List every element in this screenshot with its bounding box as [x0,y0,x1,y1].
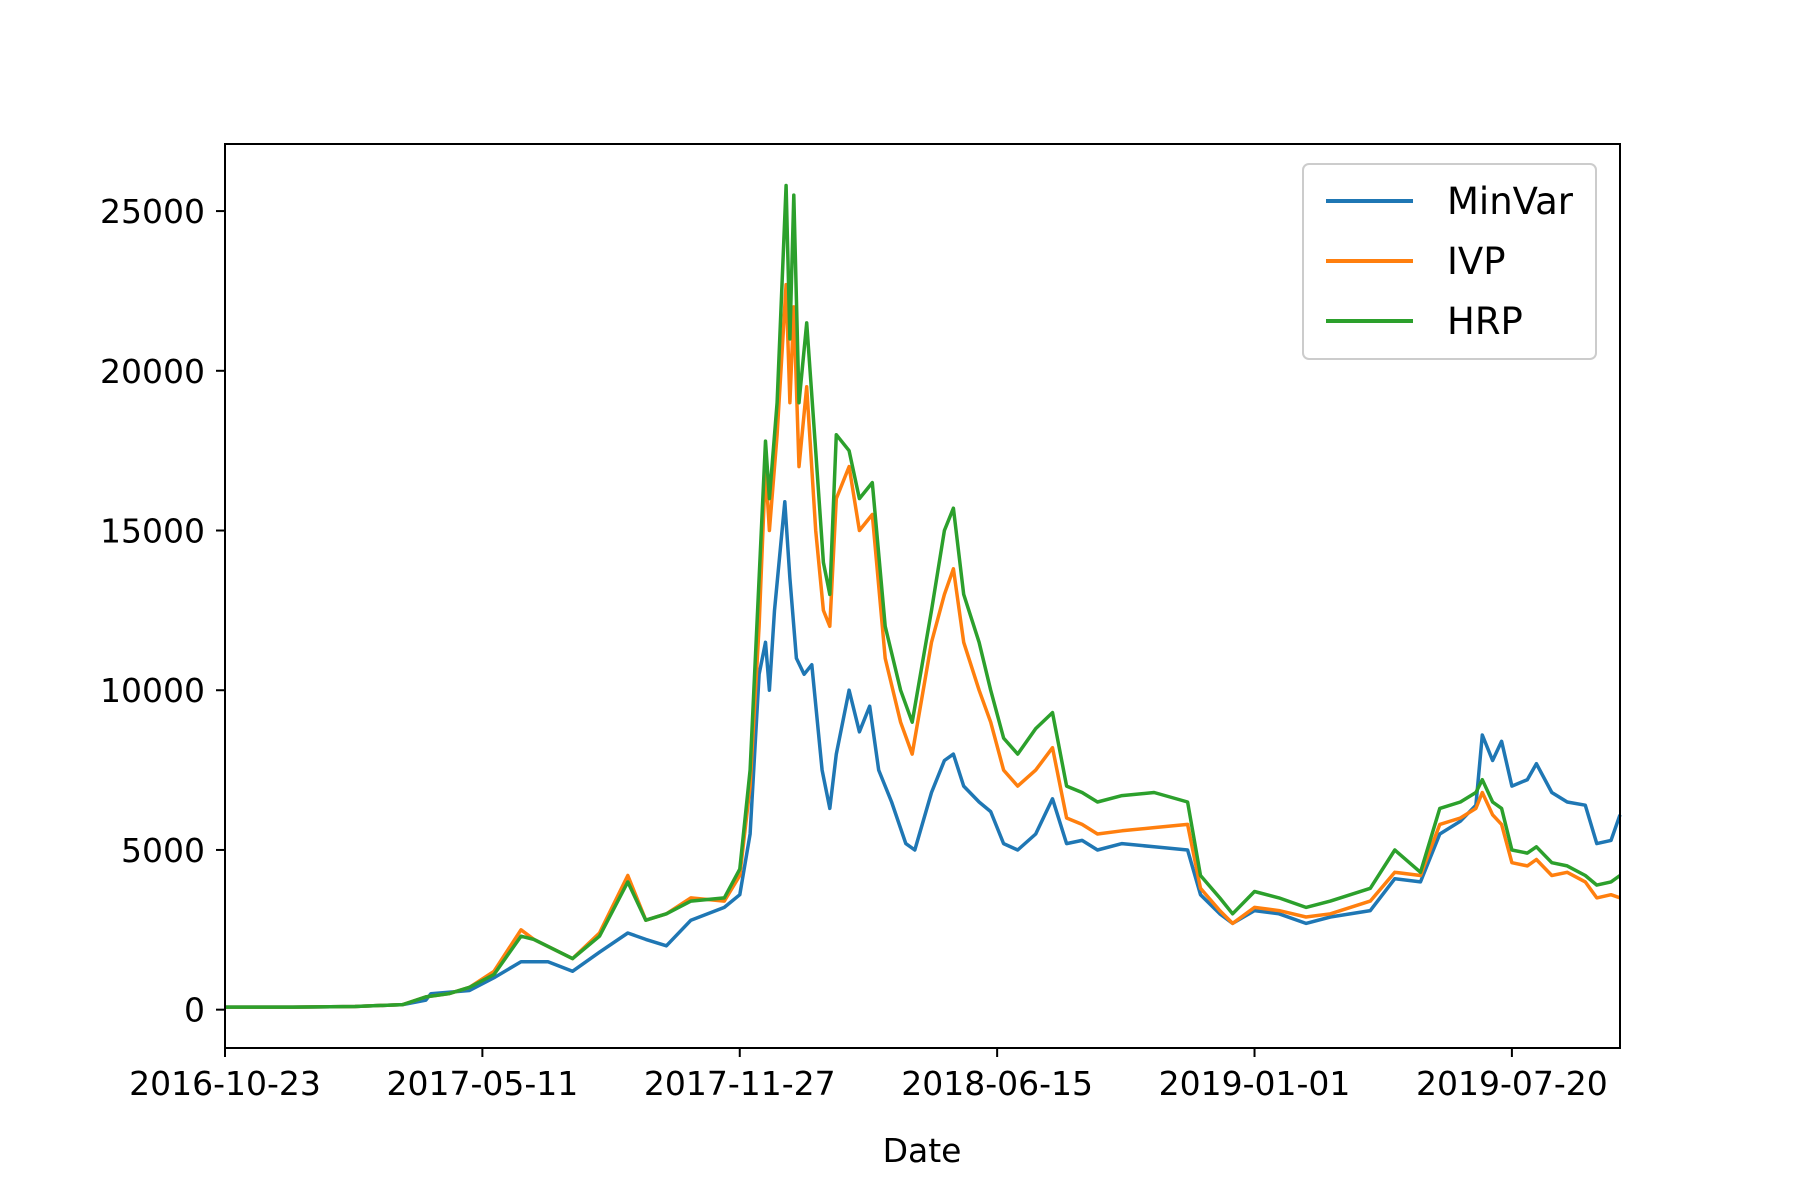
y-tick-label: 5000 [121,831,205,870]
x-tick-label: 2019-01-01 [1159,1064,1351,1103]
x-tick-label: 2019-07-20 [1416,1064,1608,1103]
x-axis: 2016-10-23 2017-05-11 2017-11-27 2018-06-15… [129,1048,1608,1103]
legend-frame [1302,163,1597,360]
x-tick-label: 2016-10-23 [129,1064,321,1103]
y-axis: 0 5000 10000 15000 20000 25000 [100,192,225,1030]
series-layer [225,183,1622,1009]
legend-label-ivp: IVP [1447,240,1506,283]
x-axis-label: Date [883,1131,962,1170]
y-tick-label: 25000 [100,192,205,231]
legend-label-minvar: MinVar [1447,180,1574,223]
y-tick-label: 15000 [100,512,205,551]
x-tick-label: 2018-06-15 [901,1064,1093,1103]
series-line-hrp [225,183,1622,1009]
legend-label-hrp: HRP [1447,300,1523,343]
plot-frame [224,143,1621,1049]
y-tick-label: 10000 [100,671,205,710]
series-line-minvar [225,500,1622,1009]
x-tick-label: 2017-11-27 [644,1064,836,1103]
x-tick-label: 2017-05-11 [386,1064,578,1103]
y-tick-label: 20000 [100,352,205,391]
legend: MinVar IVP HRP [1302,163,1597,360]
y-tick-label: 0 [184,991,205,1030]
